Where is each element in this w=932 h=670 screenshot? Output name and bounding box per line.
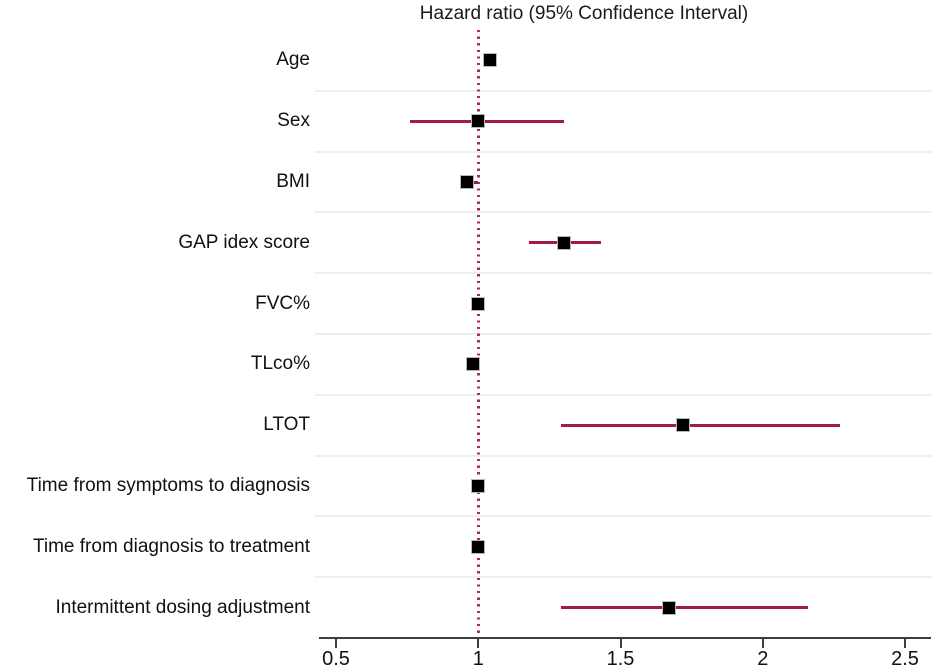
chart-title: Hazard ratio (95% Confidence Interval) bbox=[419, 3, 749, 24]
row-gridline bbox=[315, 89, 932, 92]
x-axis-tick bbox=[761, 639, 764, 648]
hr-marker bbox=[676, 418, 691, 433]
row-gridline bbox=[315, 333, 932, 335]
row-label: FVC% bbox=[255, 292, 310, 314]
hr-marker bbox=[471, 539, 486, 554]
row-label: Intermittent dosing adjustment bbox=[55, 596, 310, 618]
x-axis-line bbox=[319, 637, 931, 639]
hr-marker bbox=[471, 479, 486, 493]
row-label: GAP idex score bbox=[178, 231, 310, 253]
row-gridline bbox=[315, 515, 932, 518]
row-gridline bbox=[315, 150, 932, 153]
row-gridline bbox=[315, 454, 932, 457]
row-gridline bbox=[315, 576, 932, 579]
row-label: BMI bbox=[276, 171, 310, 192]
hr-marker bbox=[459, 175, 474, 189]
x-axis-tick bbox=[477, 639, 480, 648]
reference-line bbox=[476, 30, 480, 637]
x-axis-tick-label: 2 bbox=[757, 648, 769, 670]
hr-marker bbox=[465, 357, 480, 372]
x-axis-tick-label: 2.5 bbox=[891, 648, 919, 670]
row-label: Time from symptoms to diagnosis bbox=[26, 475, 310, 496]
x-axis-tick-label: 1.5 bbox=[606, 648, 635, 670]
row-label: TLco% bbox=[250, 353, 310, 375]
x-axis-tick bbox=[904, 639, 906, 648]
row-label: Time from diagnosis to treatment bbox=[32, 535, 310, 557]
x-axis-tick-label: 0.5 bbox=[322, 648, 350, 670]
x-axis-tick-label: 1 bbox=[472, 648, 484, 670]
row-gridline bbox=[315, 211, 932, 214]
row-gridline bbox=[315, 272, 932, 275]
row-label: Age bbox=[276, 49, 310, 71]
row-gridline bbox=[315, 393, 932, 396]
hr-marker bbox=[661, 600, 676, 615]
x-axis-tick bbox=[335, 639, 337, 648]
ci-line bbox=[409, 119, 564, 123]
row-label: LTOT bbox=[263, 414, 310, 436]
ci-line bbox=[560, 423, 840, 427]
hr-marker bbox=[471, 296, 486, 311]
hr-marker bbox=[471, 114, 486, 129]
row-label: Sex bbox=[277, 110, 310, 132]
x-axis-tick bbox=[619, 639, 622, 648]
ci-line bbox=[560, 606, 809, 610]
hr-marker bbox=[482, 53, 497, 68]
hr-marker bbox=[556, 235, 571, 250]
